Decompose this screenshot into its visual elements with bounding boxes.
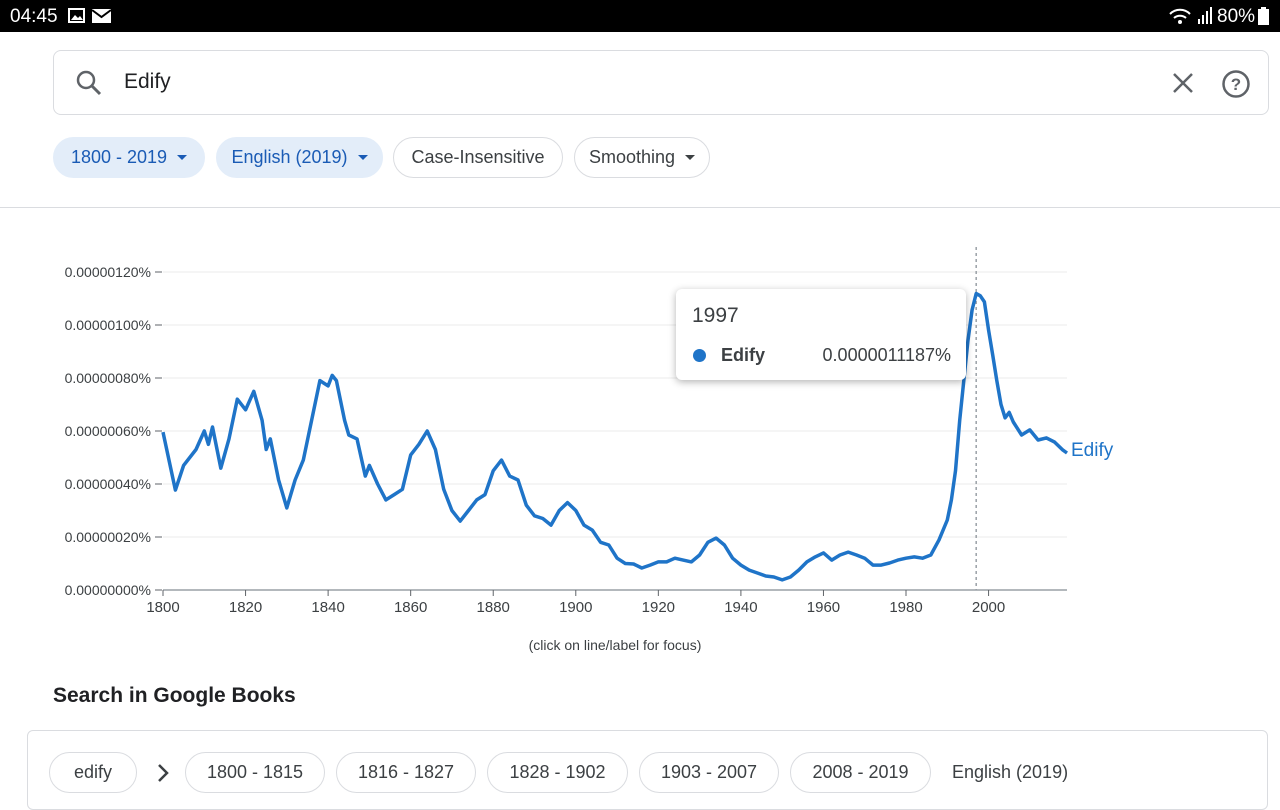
series-line <box>161 291 1069 582</box>
clock: 04:45 <box>10 6 58 27</box>
status-bar: 04:45 80% <box>0 0 1280 32</box>
book-query-chip[interactable]: edify <box>49 752 137 793</box>
y-tick-label: 0.00000080% <box>65 370 151 386</box>
series-label[interactable]: Edify <box>1071 440 1114 461</box>
tooltip-value: 0.0000011187% <box>822 345 951 365</box>
x-tick-label: 1820 <box>229 599 262 616</box>
battery-icon <box>1258 7 1269 25</box>
y-tick-label: 0.00000060% <box>65 423 151 439</box>
chip-label: Smoothing <box>588 147 676 167</box>
tooltip: 1997 Edify 0.0000011187% <box>676 289 966 380</box>
tooltip-series: Edify <box>721 345 766 365</box>
chip-label: English (2019) <box>231 147 348 167</box>
signal-icons <box>1169 7 1212 24</box>
range-chip[interactable]: 2008 - 2019 <box>790 752 931 793</box>
battery-level: 80% <box>1217 6 1256 27</box>
search-icon <box>76 70 102 96</box>
x-tick-label: 1880 <box>477 599 510 616</box>
section-title: Search in Google Books <box>53 684 296 707</box>
svg-text:?: ? <box>1231 75 1241 94</box>
range-chip[interactable]: 1800 - 1815 <box>185 752 325 793</box>
language-label[interactable]: English (2019) <box>952 762 1069 782</box>
divider <box>0 207 1280 208</box>
filter-chip[interactable]: Smoothing <box>574 137 710 178</box>
x-tick-label: 1940 <box>724 599 757 616</box>
filter-chip[interactable]: 1800 - 2019 <box>53 137 205 178</box>
x-tick-label: 1960 <box>807 599 840 616</box>
chart-note: (click on line/label for focus) <box>529 637 702 653</box>
chip-label: 1828 - 1902 <box>509 762 606 782</box>
y-tick-label: 0.00000000% <box>65 582 151 598</box>
x-tick-label: 2000 <box>972 599 1005 616</box>
range-chip[interactable]: 1816 - 1827 <box>336 752 476 793</box>
search-box[interactable]: Edify ? <box>53 50 1269 115</box>
range-chip[interactable]: 1903 - 2007 <box>639 752 779 793</box>
range-chip[interactable]: 1828 - 1902 <box>487 752 628 793</box>
chevron <box>158 764 169 782</box>
x-tick-label: 1860 <box>394 599 427 616</box>
y-tick-label: 0.00000040% <box>65 476 151 492</box>
chip-label: Case-Insensitive <box>411 147 545 167</box>
y-tick-label: 0.00000020% <box>65 529 151 545</box>
x-tick-label: 1920 <box>642 599 675 616</box>
tooltip-dot <box>693 349 706 362</box>
help-icon[interactable]: ? <box>1220 68 1252 100</box>
chip-label: 2008 - 2019 <box>812 762 909 782</box>
clear-icon[interactable] <box>1171 71 1195 95</box>
chip-label: 1816 - 1827 <box>357 762 455 782</box>
y-tick-label: 0.00000100% <box>65 317 151 333</box>
chip-label: 1903 - 2007 <box>660 762 758 782</box>
x-tick-label: 1800 <box>146 599 179 616</box>
chip-label: 1800 - 2019 <box>70 147 168 167</box>
chip-label: edify <box>73 762 113 782</box>
y-tick-label: 0.00000120% <box>65 264 151 280</box>
status-icons <box>68 8 112 23</box>
x-tick-label: 1980 <box>889 599 922 616</box>
chart: 0.00000000% 0.00000020% 0.00000040% 0.00000… <box>65 247 1114 653</box>
tooltip-year: 1997 <box>692 304 739 327</box>
filter-chip[interactable]: English (2019) <box>216 137 383 178</box>
search-query[interactable]: Edify <box>124 70 171 93</box>
filter-chip[interactable]: Case-Insensitive <box>393 137 563 178</box>
x-tick-label: 1900 <box>559 599 592 616</box>
chip-label: 1800 - 1815 <box>206 762 304 782</box>
x-tick-label: 1840 <box>311 599 344 616</box>
